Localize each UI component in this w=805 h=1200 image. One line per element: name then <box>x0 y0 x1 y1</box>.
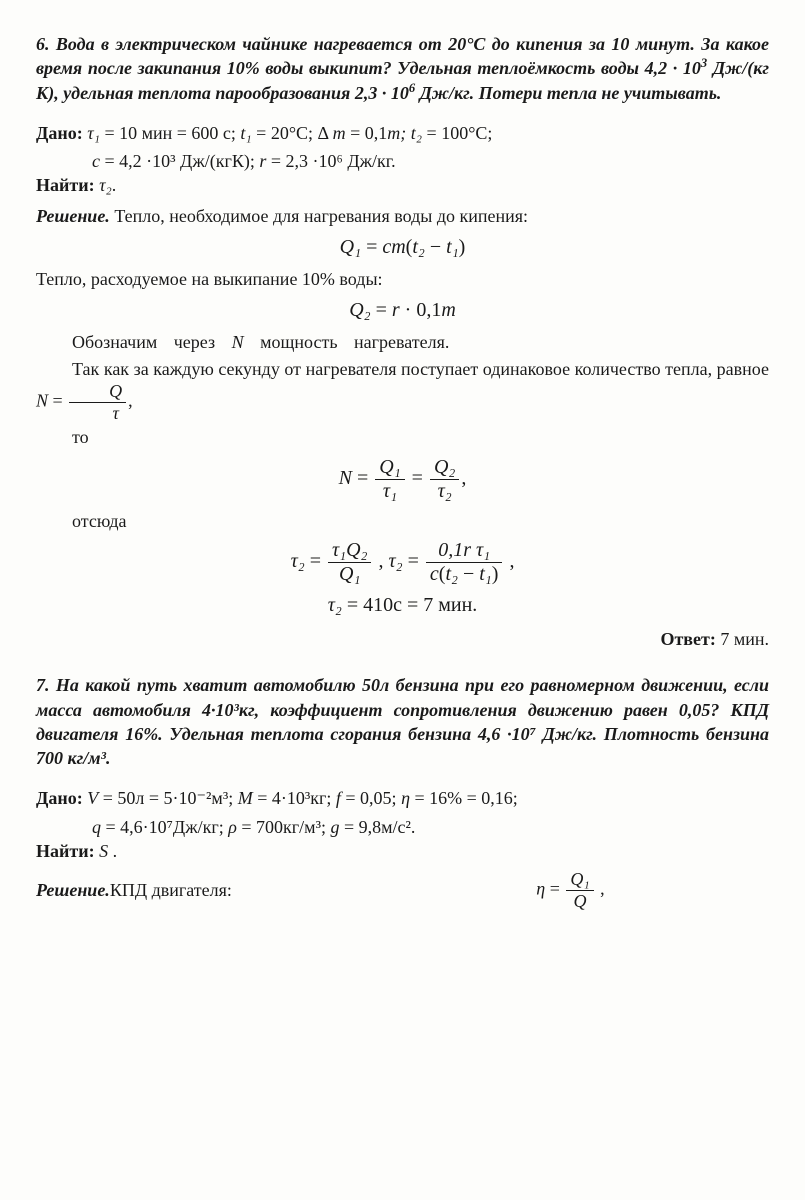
p6-sol2: Тепло, расходуемое на выкипание 10% воды… <box>36 267 769 291</box>
p6-eq1: Q₁ = cm(t₂ − t₁) <box>36 234 769 261</box>
problem-6-title: 6. Вода в электрическом чайнике нагревае… <box>36 32 769 105</box>
p6-eq2: Q₂ = r · 0,1m <box>36 297 769 324</box>
p7-given-line2: q = 4,6·10⁷Дж/кг; ρ = 700кг/м³; g = 9,8м… <box>36 815 769 839</box>
p6-title-m2: 2,3 · 106 <box>355 83 415 103</box>
p6-eq6: τ₂ = 410с = 7 мин. <box>36 592 769 619</box>
p6-title-c: Дж/кг. Потери тепла не учитывать. <box>420 83 722 103</box>
p6-sol3: Обозначим через N мощность нагревателя. <box>36 330 769 354</box>
p6-eq4: N = Q₁τ₁ = Q₂τ₂, <box>36 456 769 503</box>
given-label: Дано: <box>36 123 87 143</box>
p6-given: Дано: τ₁ = 10 мин = 600 c; t₁ = 20°C; Δ … <box>36 121 769 145</box>
p6-answer: Ответ: 7 мин. <box>36 627 769 651</box>
p6-to: то <box>36 425 769 449</box>
p6-sol4: Так как за каждую секунду от нагревателя… <box>36 357 769 424</box>
p6-eq5: τ₂ = τ₁Q₂Q₁ , τ₂ = 0,1r τ₁c(t₂ − t₁) , <box>36 539 769 586</box>
p6-title-m1: 4,2 · 103 <box>645 58 708 78</box>
p7-solution-start: Решение. КПД двигателя: η = Q₁Q , <box>36 869 769 911</box>
p6-solution-start: Решение. Тепло, необходимое для нагреван… <box>36 204 769 228</box>
p6-given-line2: с = 4,2 ·10³ Дж/(кгК); r = 2,3 ·10⁶ Дж/к… <box>36 149 769 173</box>
problem-7-title: 7. На какой путь хватит автомобилю 50л б… <box>36 673 769 770</box>
p6-tau1: τ₁ <box>87 123 100 143</box>
p7-find: Найти: S . <box>36 839 769 863</box>
p6-ots: отсюда <box>36 509 769 533</box>
p6-find: Найти: τ₂. <box>36 173 769 197</box>
p7-given: Дано: V = 50л = 5·10⁻²м³; M = 4·10³кг; f… <box>36 786 769 810</box>
